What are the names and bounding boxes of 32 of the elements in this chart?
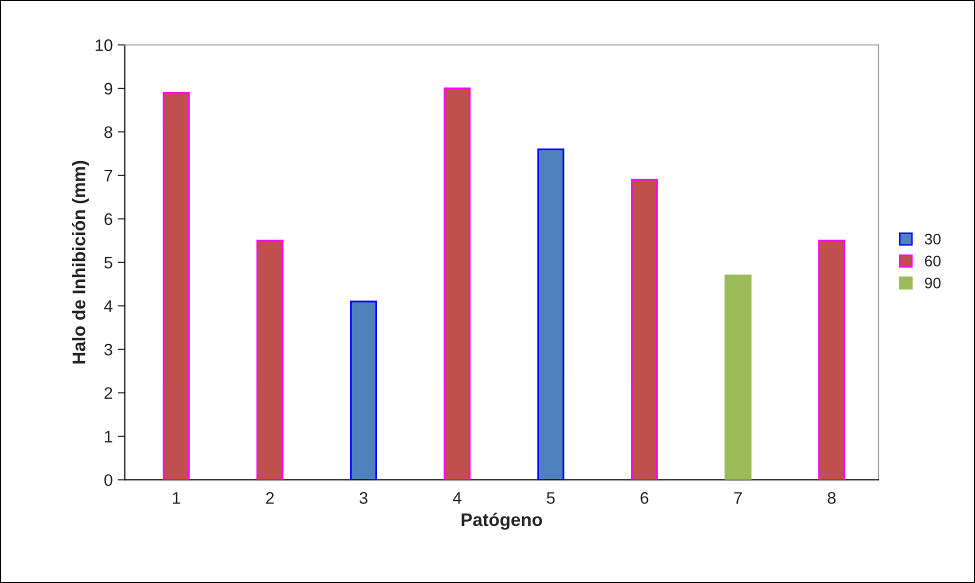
- x-tick-label: 4: [452, 492, 462, 504]
- legend-label: 30: [924, 234, 941, 245]
- y-tick-label: 1: [104, 430, 112, 442]
- x-tick-label: 3: [360, 492, 368, 504]
- y-tick-label: 3: [104, 344, 112, 356]
- y-tick-label: 9: [104, 82, 112, 95]
- y-tick-label: 10: [96, 39, 112, 52]
- y-axis-title: Halo de Inhibición (mm): [72, 160, 89, 364]
- x-tick-label: 5: [546, 492, 555, 504]
- bar: [724, 274, 752, 480]
- y-tick-label: 6: [104, 213, 112, 226]
- y-tick-label: 7: [104, 170, 112, 182]
- y-tick-label: 8: [104, 126, 112, 138]
- x-axis-title: Patógeno: [462, 512, 542, 530]
- bar: [350, 300, 378, 480]
- y-tick-label: 4: [104, 300, 113, 312]
- y-tick-label: 2: [104, 387, 112, 399]
- x-tick-label: 1: [172, 492, 180, 504]
- y-tick-label: 0: [104, 474, 112, 486]
- legend-label: 60: [924, 256, 941, 266]
- x-tick-label: 7: [734, 492, 742, 504]
- x-tick-label: 8: [828, 492, 836, 504]
- bar: [818, 240, 846, 480]
- y-tick-label: 5: [104, 256, 112, 269]
- legend-label: 90: [924, 278, 941, 288]
- bar: [444, 88, 471, 480]
- x-tick-label: 2: [266, 492, 274, 504]
- bar: [162, 92, 190, 480]
- bar: [630, 178, 658, 480]
- x-tick-label: 6: [640, 492, 648, 504]
- bar: [256, 240, 284, 480]
- bar: [537, 148, 564, 480]
